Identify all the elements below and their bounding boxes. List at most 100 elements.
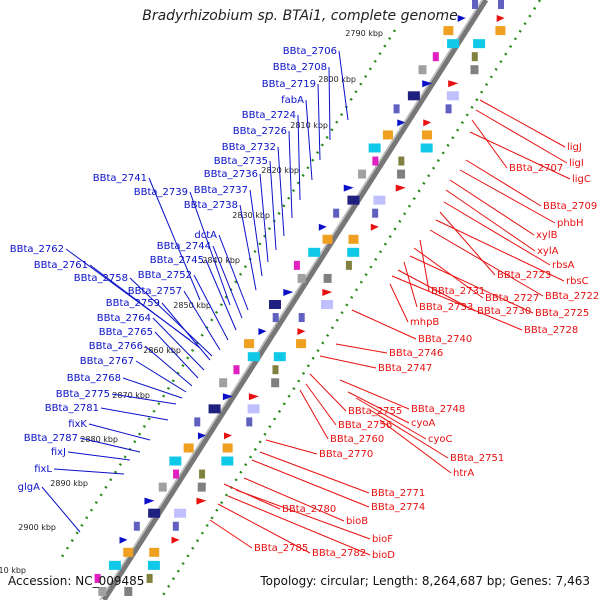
left-gene-label[interactable]: BBta_2735	[214, 156, 268, 167]
left-gene-label[interactable]: BBta_2741	[93, 173, 147, 184]
gene-block	[372, 156, 379, 166]
right-gene-label[interactable]: BBta_2751	[450, 453, 504, 464]
right-gene-label[interactable]: BBta_2728	[524, 325, 578, 336]
right-gene-leader	[243, 477, 345, 522]
left-gene-label[interactable]: fixJ	[51, 447, 66, 458]
right-gene-label[interactable]: BBta_2727	[485, 293, 539, 304]
gene-block	[197, 482, 206, 492]
left-gene-label[interactable]: BBta_2766	[89, 341, 143, 352]
scale-tick-label: 2880 kbp	[80, 435, 118, 444]
left-gene-label[interactable]: fixK	[68, 419, 87, 430]
right-gene-label[interactable]: BBta_2725	[535, 308, 589, 319]
right-gene-label[interactable]: BBta_2780	[282, 504, 336, 515]
gene-block	[183, 443, 194, 453]
left-gene-label[interactable]: BBta_2736	[204, 169, 258, 180]
scale-track-inner	[58, 29, 397, 561]
right-gene-label[interactable]: BBta_2748	[411, 404, 465, 415]
right-gene-label[interactable]: BBta_2707	[509, 163, 563, 174]
left-gene-label[interactable]: BBta_2738	[184, 200, 238, 211]
left-gene-label[interactable]: BBta_2745	[150, 255, 204, 266]
right-gene-label[interactable]: BBta_2755	[348, 406, 402, 417]
left-gene-label[interactable]: BBta_2768	[67, 373, 121, 384]
right-gene-label[interactable]: ligJ	[567, 142, 582, 153]
right-gene-label[interactable]: phbH	[557, 218, 584, 229]
right-gene-label[interactable]: xylA	[537, 246, 559, 257]
right-gene-label[interactable]: BBta_2731	[431, 286, 485, 297]
right-gene-label[interactable]: BBta_2770	[319, 449, 373, 460]
left-gene-label[interactable]: fabA	[281, 95, 304, 106]
right-gene-leader	[429, 229, 544, 297]
right-gene-label[interactable]: BBta_2740	[418, 334, 472, 345]
right-gene-label[interactable]: rbsC	[566, 276, 589, 287]
gene-block	[158, 482, 167, 492]
left-gene-label[interactable]: BBta_2781	[45, 403, 99, 414]
left-gene-label[interactable]: BBta_2787	[24, 433, 78, 444]
left-gene-leader	[212, 245, 243, 319]
right-gene-label[interactable]: BBta_2774	[371, 502, 425, 513]
left-gene-label[interactable]: BBta_2775	[56, 389, 110, 400]
left-gene-label[interactable]: dctA	[194, 230, 217, 241]
right-gene-leader	[223, 483, 281, 510]
left-gene-label[interactable]: glgA	[18, 482, 40, 493]
right-gene-label[interactable]: htrA	[453, 468, 474, 479]
right-gene-label[interactable]: BBta_2782	[312, 548, 366, 559]
left-gene-label[interactable]: BBta_2764	[97, 313, 151, 324]
right-gene-label[interactable]: BBta_2709	[543, 201, 597, 212]
left-gene-label[interactable]: BBta_2726	[233, 126, 287, 137]
right-gene-leader	[479, 99, 566, 148]
right-gene-label[interactable]: BBta_2760	[330, 434, 384, 445]
left-gene-label[interactable]: BBta_2758	[74, 273, 128, 284]
left-gene-label[interactable]: BBta_2708	[273, 62, 327, 73]
right-gene-label[interactable]: cyoA	[411, 418, 436, 429]
scale-tick-label: 2810 kbp	[290, 121, 328, 130]
left-gene-label[interactable]: BBta_2744	[157, 241, 211, 252]
right-gene-label[interactable]: BBta_2756	[338, 420, 392, 431]
gene-block	[393, 104, 400, 114]
scale-tick-label: 2800 kbp	[318, 75, 356, 84]
gene-block	[174, 508, 187, 518]
right-gene-label[interactable]: BBta_2730	[477, 306, 531, 317]
gene-block	[271, 378, 280, 388]
right-gene-label[interactable]: bioB	[346, 516, 368, 527]
right-gene-label[interactable]: BBta_2771	[371, 488, 425, 499]
left-gene-label[interactable]: BBta_2767	[80, 356, 134, 367]
left-gene-label[interactable]: BBta_2752	[138, 270, 192, 281]
right-gene-label[interactable]: BBta_2723	[497, 270, 551, 281]
gene-block	[147, 560, 160, 570]
left-gene-label[interactable]: BBta_2706	[283, 46, 337, 57]
gene-block	[298, 313, 305, 323]
left-gene-label[interactable]: BBta_2761	[34, 260, 88, 271]
left-gene-label[interactable]: BBta_2719	[262, 79, 316, 90]
right-gene-label[interactable]: bioD	[372, 550, 395, 561]
right-gene-label[interactable]: mhpB	[410, 317, 439, 328]
right-gene-label[interactable]: ligC	[572, 174, 591, 185]
left-gene-label[interactable]: BBta_2759	[106, 298, 160, 309]
left-gene-label[interactable]: BBta_2737	[194, 185, 248, 196]
left-gene-label[interactable]: BBta_2732	[222, 142, 276, 153]
gene-block	[470, 65, 479, 75]
gene-block	[368, 143, 381, 153]
right-gene-leader	[459, 169, 556, 224]
right-gene-label[interactable]: cyoC	[428, 434, 453, 445]
right-gene-label[interactable]: rbsA	[552, 260, 575, 271]
left-gene-leader	[259, 173, 269, 263]
right-gene-leader	[351, 309, 417, 340]
left-gene-label[interactable]: BBta_2724	[242, 110, 296, 121]
right-gene-label[interactable]: BBta_2747	[378, 363, 432, 374]
left-gene-leader	[288, 130, 293, 219]
gene-arrow	[422, 80, 433, 88]
gene-block	[98, 586, 107, 596]
right-gene-label[interactable]: BBta_2722	[545, 291, 599, 302]
left-gene-label[interactable]: BBta_2762	[10, 244, 64, 255]
scale-tick-label: 2900 kbp	[18, 523, 56, 532]
right-gene-label[interactable]: BBta_2733	[419, 302, 473, 313]
right-gene-label[interactable]: BBta_2785	[254, 543, 308, 554]
right-gene-label[interactable]: bioF	[372, 534, 393, 545]
left-gene-label[interactable]: fixL	[34, 464, 52, 475]
left-gene-label[interactable]: BBta_2739	[134, 187, 188, 198]
left-gene-label[interactable]: BBta_2757	[128, 286, 182, 297]
right-gene-label[interactable]: ligI	[569, 158, 584, 169]
right-gene-label[interactable]: BBta_2746	[389, 348, 443, 359]
left-gene-label[interactable]: BBta_2765	[99, 327, 153, 338]
right-gene-label[interactable]: xylB	[536, 230, 558, 241]
